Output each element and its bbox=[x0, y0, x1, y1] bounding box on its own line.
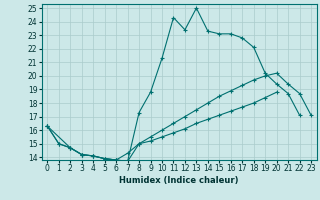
X-axis label: Humidex (Indice chaleur): Humidex (Indice chaleur) bbox=[119, 176, 239, 185]
